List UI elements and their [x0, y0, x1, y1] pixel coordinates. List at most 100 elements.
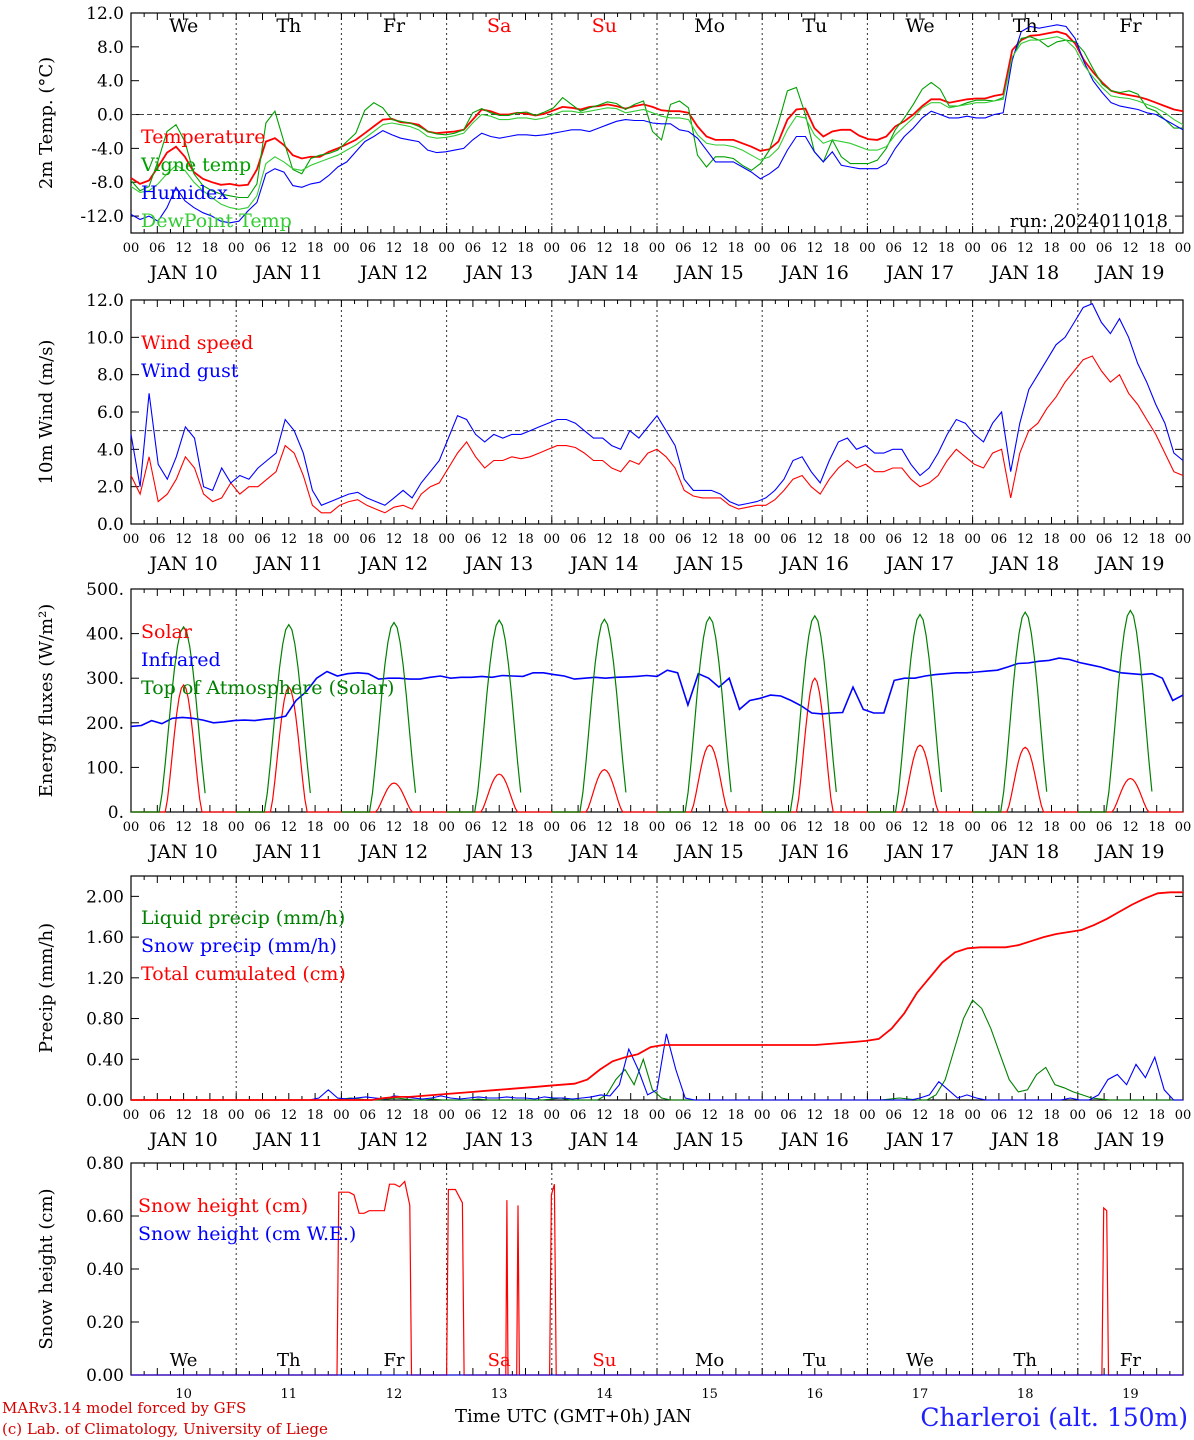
hour-tick-label: 06: [780, 820, 797, 835]
hour-tick-label: 12: [1122, 1108, 1139, 1123]
hour-tick-label: 18: [1043, 1108, 1060, 1123]
day-abbr-top: Fr: [383, 15, 406, 37]
y-tick-label: 2.0: [97, 478, 124, 498]
hour-tick-label: 18: [728, 1108, 745, 1123]
day-abbr-bottom: Fr: [383, 1350, 404, 1371]
y-tick-label: 0.0: [97, 515, 124, 535]
hour-tick-label: 12: [386, 532, 403, 547]
date-label: JAN 17: [884, 262, 954, 284]
hour-tick-label: 18: [412, 820, 429, 835]
legend-entry: Temperature: [141, 126, 265, 148]
date-label: JAN 10: [148, 841, 218, 863]
date-label: JAN 13: [463, 553, 533, 575]
hour-tick-label: 18: [307, 241, 324, 256]
hour-tick-label: 06: [570, 241, 587, 256]
day-abbr-bottom: Th: [1013, 1350, 1037, 1371]
y-tick-label: 0.80: [86, 1154, 124, 1174]
hour-tick-label: 00: [964, 820, 981, 835]
y-axis-label: 10m Wind (m/s): [36, 340, 57, 485]
hour-tick-label: 12: [596, 1108, 613, 1123]
hour-tick-label: 18: [622, 532, 639, 547]
hour-tick-label: 06: [149, 820, 166, 835]
day-abbr-top: Su: [592, 15, 617, 37]
hour-tick-label: 06: [359, 1108, 376, 1123]
day-abbr-bottom: Th: [277, 1350, 301, 1371]
y-tick-label: 0.20: [86, 1313, 124, 1333]
legend-entry: Snow height (cm W.E.): [138, 1223, 356, 1245]
hour-tick-label: 00: [123, 1108, 140, 1123]
run-label: run: 2024011018: [1010, 211, 1168, 232]
hour-tick-label: 18: [202, 532, 219, 547]
date-label: JAN 16: [779, 553, 849, 575]
y-tick-label: 8.0: [97, 38, 124, 58]
legend-entry: Liquid precip (mm/h): [141, 907, 345, 929]
hour-tick-label: 12: [1122, 820, 1139, 835]
y-tick-label: 0.60: [86, 1207, 124, 1227]
hour-tick-label: 18: [728, 241, 745, 256]
liquid-precip-mm-h-line: [131, 999, 1183, 1101]
solar-line: [867, 744, 973, 813]
hour-tick-label: 06: [359, 820, 376, 835]
date-label: JAN 14: [568, 1129, 638, 1151]
top-of-atmosphere-solar-line: [131, 625, 206, 813]
day-abbr-bottom: Tu: [803, 1350, 827, 1371]
hour-tick-label: 18: [202, 820, 219, 835]
top-of-atmosphere-solar-line: [1077, 609, 1153, 813]
hour-tick-label: 12: [912, 820, 929, 835]
y-tick-label: 0.0: [97, 106, 124, 126]
day-number: 12: [386, 1387, 403, 1402]
hour-tick-label: 06: [991, 820, 1008, 835]
hour-tick-label: 00: [544, 1108, 561, 1123]
hour-tick-label: 00: [1175, 1108, 1192, 1123]
hour-tick-label: 18: [517, 532, 534, 547]
hour-tick-label: 06: [465, 820, 482, 835]
hour-tick-label: 06: [570, 532, 587, 547]
hour-tick-label: 12: [491, 820, 508, 835]
legend-entry: Snow height (cm): [138, 1195, 308, 1217]
hour-tick-label: 18: [833, 532, 850, 547]
day-number: 18: [1017, 1387, 1034, 1402]
hour-tick-label: 00: [544, 241, 561, 256]
hour-tick-label: 06: [885, 820, 902, 835]
date-label: JAN 15: [674, 1129, 744, 1151]
y-tick-label: 500.: [86, 580, 124, 600]
hour-tick-label: 12: [491, 1108, 508, 1123]
hour-tick-label: 12: [281, 241, 298, 256]
hour-tick-label: 12: [1017, 241, 1034, 256]
date-label: JAN 13: [463, 841, 533, 863]
hour-tick-label: 12: [912, 1108, 929, 1123]
hour-tick-label: 18: [622, 241, 639, 256]
humidex-line: [130, 24, 1184, 224]
date-label: JAN 18: [989, 262, 1059, 284]
hour-tick-label: 18: [938, 1108, 955, 1123]
hour-tick-label: 18: [833, 241, 850, 256]
date-label: JAN 15: [674, 553, 744, 575]
hour-tick-label: 00: [859, 241, 876, 256]
hour-tick-label: 12: [1122, 241, 1139, 256]
hour-tick-label: 18: [1148, 820, 1165, 835]
solar-line: [972, 746, 1078, 813]
hour-tick-label: 06: [465, 241, 482, 256]
hour-tick-label: 06: [1096, 1108, 1113, 1123]
day-abbr-bottom: Su: [592, 1350, 616, 1371]
hour-tick-label: 06: [359, 532, 376, 547]
hour-tick-label: 18: [728, 532, 745, 547]
y-tick-label: -8.0: [91, 173, 124, 193]
date-label: JAN 18: [989, 1129, 1059, 1151]
wind-speed-line: [130, 355, 1184, 514]
hour-tick-label: 12: [596, 241, 613, 256]
day-abbr-top: Fr: [1119, 15, 1142, 37]
date-label: JAN 14: [568, 841, 638, 863]
hour-tick-label: 12: [1122, 532, 1139, 547]
date-label: JAN 14: [568, 262, 638, 284]
solar-line: [1077, 777, 1183, 813]
y-tick-label: 12.0: [86, 291, 124, 311]
y-axis-label: Snow height (cm): [36, 1188, 57, 1349]
temperature-line: [130, 30, 1184, 187]
hour-tick-label: 18: [938, 241, 955, 256]
legend-entry: Infrared: [141, 649, 221, 671]
top-of-atmosphere-solar-line: [867, 613, 943, 813]
hour-tick-label: 06: [359, 241, 376, 256]
top-of-atmosphere-solar-line: [551, 618, 627, 813]
day-abbr-bottom: We: [906, 1350, 934, 1371]
